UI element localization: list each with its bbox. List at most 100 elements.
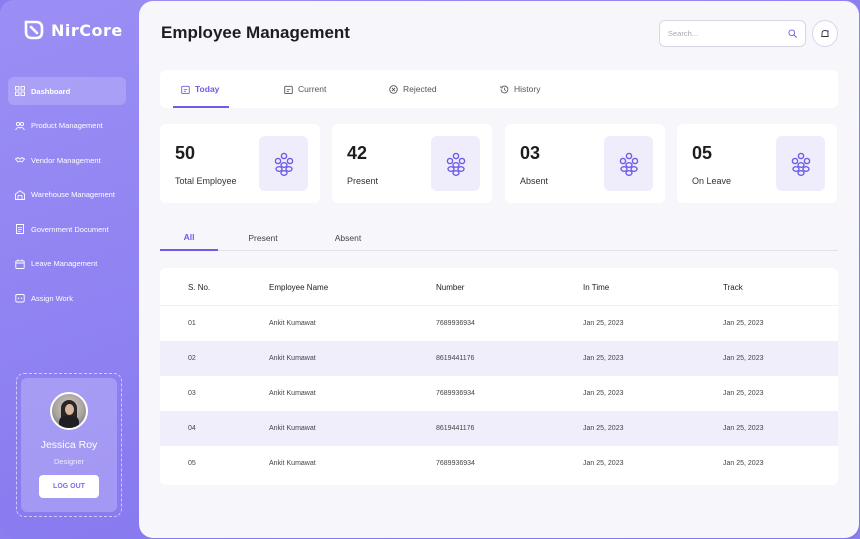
column-header[interactable]: S. No. xyxy=(188,282,211,292)
tab-today[interactable]: Today xyxy=(172,70,230,108)
table-row[interactable]: 02 Ankit Kumawat 8619441176 Jan 25, 2023… xyxy=(160,341,838,376)
table-cell: Jan 25, 2023 xyxy=(583,320,624,327)
document-icon xyxy=(16,224,24,234)
avatar xyxy=(50,392,88,430)
column-header[interactable]: Employee Name xyxy=(269,282,329,292)
stat-label: On Leave xyxy=(692,176,732,186)
stat-card-absent[interactable]: 03 Absent xyxy=(505,124,665,203)
table-cell: 7689936934 xyxy=(436,460,475,467)
filter-tabs: All Present Absent xyxy=(160,225,838,251)
table-cell: Jan 25, 2023 xyxy=(723,320,764,327)
table-cell: Ankit Kumawat xyxy=(269,425,316,432)
table-cell: Jan 25, 2023 xyxy=(723,355,764,362)
sidebar-item-assign-work[interactable]: Assign Work xyxy=(8,284,126,312)
table-cell: Jan 25, 2023 xyxy=(583,355,624,362)
users-icon xyxy=(15,121,25,130)
table-cell: Ankit Kumawat xyxy=(269,320,316,327)
table-cell: Ankit Kumawat xyxy=(269,390,316,397)
sidebar-item-label: Warehouse Management xyxy=(31,190,115,199)
stat-value: 42 xyxy=(347,143,368,163)
group-icon xyxy=(791,152,810,176)
tab-current[interactable]: Current xyxy=(284,70,326,108)
notification-button[interactable] xyxy=(812,20,838,47)
tab-label: Today xyxy=(195,84,220,94)
sidebar-item-label: Product Management xyxy=(31,121,103,130)
stat-icon-box xyxy=(431,136,480,191)
search-input[interactable] xyxy=(668,29,768,38)
stat-label: Absent xyxy=(520,176,549,186)
sidebar-item-dashboard[interactable]: Dashboard xyxy=(8,77,126,105)
stat-card-on-leave[interactable]: 05 On Leave xyxy=(677,124,837,203)
table-row[interactable]: 01 Ankit Kumawat 7689936934 Jan 25, 2023… xyxy=(160,306,838,341)
table-cell: Jan 25, 2023 xyxy=(723,390,764,397)
table-cell: Jan 25, 2023 xyxy=(723,425,764,432)
sidebar-item-label: Government Document xyxy=(31,224,109,234)
table-row[interactable]: 04 Ankit Kumawat 8619441176 Jan 25, 2023… xyxy=(160,411,838,446)
stat-icon-box xyxy=(604,136,653,191)
tabs-bar: Today Current Rejected History xyxy=(160,70,838,108)
table-cell: 01 xyxy=(188,320,196,327)
table-row[interactable]: 05 Ankit Kumawat 7689936934 Jan 25, 2023… xyxy=(160,446,838,481)
stat-value: 03 xyxy=(520,143,541,163)
stat-value: 50 xyxy=(175,143,196,163)
stat-card-present[interactable]: 42 Present xyxy=(332,124,492,203)
column-header[interactable]: In Time xyxy=(583,282,610,292)
column-header[interactable]: Number xyxy=(436,282,465,292)
profile-role: Designer xyxy=(53,457,84,466)
tab-label: History xyxy=(514,84,541,94)
handshake-icon xyxy=(15,156,25,163)
table-cell: 05 xyxy=(188,460,196,467)
table-cell: 8619441176 xyxy=(436,355,475,362)
warehouse-icon xyxy=(15,189,25,200)
tab-rejected[interactable]: Rejected xyxy=(389,70,437,108)
table-cell: 04 xyxy=(188,425,196,432)
stat-label: Present xyxy=(347,176,379,186)
profile-card-border: Jessica Roy Designer LOG OUT xyxy=(16,373,122,517)
table-cell: Jan 25, 2023 xyxy=(583,460,624,467)
calendar-icon xyxy=(284,85,293,94)
stat-icon-box xyxy=(776,136,825,191)
profile-card: Jessica Roy Designer LOG OUT xyxy=(21,378,117,512)
stat-label: Total Employee xyxy=(175,176,237,186)
page-title: Employee Management xyxy=(161,23,350,42)
logout-button[interactable]: LOG OUT xyxy=(39,475,99,498)
grid-icon xyxy=(15,86,25,96)
search-box[interactable] xyxy=(659,20,806,47)
table-row[interactable]: 03 Ankit Kumawat 7689936934 Jan 25, 2023… xyxy=(160,376,838,411)
main-panel: Employee Management Today Current Reject… xyxy=(139,1,859,538)
sidebar-item-government-document[interactable]: Government Document xyxy=(8,215,126,243)
group-icon xyxy=(619,152,638,176)
group-icon xyxy=(274,152,293,176)
filter-tab-all[interactable]: All xyxy=(160,225,218,251)
filter-tab-absent[interactable]: Absent xyxy=(334,233,362,243)
table-cell: Ankit Kumawat xyxy=(269,355,316,362)
table-cell: Jan 25, 2023 xyxy=(583,390,624,397)
sidebar-item-warehouse-management[interactable]: Warehouse Management xyxy=(8,181,126,209)
sidebar: NirCore Dashboard Product Management Ven… xyxy=(0,0,140,539)
table-cell: Jan 25, 2023 xyxy=(583,425,624,432)
table-cell: Jan 25, 2023 xyxy=(723,460,764,467)
sidebar-item-label: Assign Work xyxy=(31,293,73,303)
calendar-icon xyxy=(181,85,190,94)
bell-icon xyxy=(821,29,829,37)
sidebar-item-vendor-management[interactable]: Vendor Management xyxy=(8,146,126,174)
sidebar-item-product-management[interactable]: Product Management xyxy=(8,112,126,140)
table-header: S. No. Employee Name Number In Time Trac… xyxy=(160,268,838,306)
table-cell: 7689936934 xyxy=(436,320,475,327)
logo[interactable]: NirCore xyxy=(22,18,123,42)
column-header[interactable]: Track xyxy=(723,282,743,292)
table-cell: Ankit Kumawat xyxy=(269,460,316,467)
sidebar-item-label: Dashboard xyxy=(31,86,71,96)
filter-tab-present[interactable]: Present xyxy=(248,233,278,243)
history-icon xyxy=(500,85,509,93)
table-cell: 7689936934 xyxy=(436,390,475,397)
sidebar-item-leave-management[interactable]: Leave Management xyxy=(8,250,126,278)
tab-history[interactable]: History xyxy=(500,70,540,108)
search-icon[interactable] xyxy=(788,29,797,38)
table-cell: 02 xyxy=(188,355,196,362)
tab-label: Current xyxy=(298,84,327,94)
stat-card-total-employee[interactable]: 50 Total Employee xyxy=(160,124,320,203)
tab-label: Rejected xyxy=(403,84,437,94)
table-cell: 03 xyxy=(188,390,196,397)
